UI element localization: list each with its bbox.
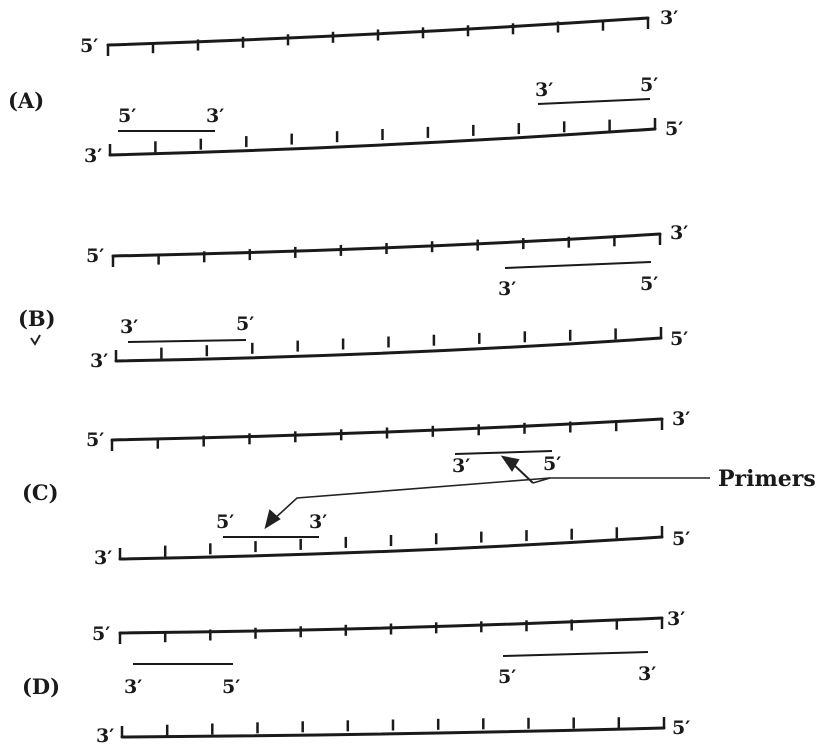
option-b-primer-2: 3′ 5′ (120, 313, 254, 343)
option-a-top-5-end: 5′ (80, 35, 98, 57)
primer-line (504, 261, 652, 269)
option-d-bottom-strand: 3′ 5′ (96, 717, 690, 747)
primer-line (537, 98, 651, 105)
base-ticks (118, 618, 664, 644)
option-b-bottom-5-end: 5′ (670, 328, 688, 350)
option-c-top-5-end: 5′ (86, 429, 104, 451)
base-ticks (118, 526, 664, 559)
base-ticks (110, 419, 664, 451)
primer-left-end: 5′ (216, 511, 234, 533)
primer-left-end: 3′ (535, 79, 553, 101)
base-ticks (114, 327, 663, 361)
primer-left-end: 5′ (118, 105, 136, 127)
option-b-label: (B) (18, 306, 56, 331)
option-d-label: (D) (22, 674, 60, 699)
option-b: (B) 5′ 3′ 3′ 5′ 3′ 5′ 3′ 5′ (18, 222, 688, 372)
option-d-bottom-3-end: 3′ (96, 725, 114, 747)
primer-left-end: 3′ (120, 316, 138, 338)
option-c-primer-2: 5′ 3′ (216, 511, 327, 538)
primer-right-end: 5′ (222, 676, 240, 698)
option-c-label: (C) (22, 480, 59, 505)
option-d-primer-2: 5′ 3′ (498, 651, 656, 688)
option-d-top-5-end: 5′ (92, 623, 110, 645)
primer-line (127, 339, 247, 343)
dna-backbone (111, 232, 662, 258)
option-d: (D) 5′ 3′ 3′ 5′ 5′ 3′ 3′ 5′ (22, 608, 690, 747)
arrow-up-icon (500, 455, 534, 484)
option-b-bottom-3-end: 3′ (90, 350, 108, 372)
base-ticks (111, 234, 662, 267)
dna-backbone (110, 417, 664, 442)
primer-right-end: 5′ (640, 273, 658, 295)
option-b-bottom-strand: 3′ 5′ (90, 327, 688, 372)
dna-backbone (120, 726, 666, 739)
option-a-bottom-5-end: 5′ (665, 118, 683, 140)
dna-backbone (114, 336, 663, 363)
option-a-primer-1: 3′ 5′ (535, 74, 658, 105)
primer-right-end: 5′ (236, 313, 254, 335)
option-b-primer-1: 3′ 5′ (498, 261, 658, 300)
option-a: (A) 5′ 3′ 3′ 5′ 5′ 3′ 3′ 5′ (8, 7, 683, 167)
check-mark-icon (30, 334, 41, 346)
primer-right-end: 3′ (206, 105, 224, 127)
callout-leader-upper (532, 477, 710, 484)
option-d-top-3-end: 3′ (667, 608, 685, 630)
callout-leader-lower (271, 477, 551, 522)
primer-line (502, 651, 649, 657)
base-ticks (106, 18, 650, 56)
option-a-primer-2: 5′ 3′ (118, 105, 224, 132)
option-c-primer-1: 3′ 5′ (452, 450, 561, 477)
primer-right-end: 5′ (543, 453, 561, 475)
option-a-label: (A) (8, 88, 44, 113)
arrow-down-icon (264, 509, 281, 530)
option-b-top-5-end: 5′ (86, 245, 104, 267)
dna-backbone (108, 127, 657, 157)
option-b-top-3-end: 3′ (670, 222, 688, 244)
primers-callout-label: Primers (718, 466, 816, 492)
option-c-bottom-strand: 3′ 5′ (94, 526, 690, 569)
primers-callout: Primers (264, 455, 816, 530)
option-d-top-strand: 5′ 3′ (92, 608, 685, 645)
dna-backbone (118, 535, 664, 561)
primer-right-end: 3′ (638, 663, 656, 685)
option-a-top-strand: 5′ 3′ (80, 7, 678, 57)
primer-left-end: 3′ (452, 455, 470, 477)
primer-left-end: 3′ (124, 676, 142, 698)
primer-line (454, 450, 553, 455)
option-c: (C) 5′ 3′ 3′ 5′ 5′ 3′ 3′ 5′ (22, 408, 816, 569)
option-d-primer-1: 3′ 5′ (124, 663, 240, 698)
option-c-top-strand: 5′ 3′ (86, 408, 690, 451)
option-a-bottom-strand: 3′ 5′ (84, 118, 683, 167)
option-a-top-3-end: 3′ (660, 7, 678, 29)
option-b-top-strand: 5′ 3′ (86, 222, 688, 267)
dna-backbone (118, 616, 664, 635)
primer-left-end: 5′ (498, 666, 516, 688)
option-a-bottom-3-end: 3′ (84, 145, 102, 167)
option-c-bottom-5-end: 5′ (672, 528, 690, 550)
primer-right-end: 5′ (640, 74, 658, 96)
base-ticks (120, 717, 666, 737)
base-ticks (108, 118, 657, 155)
option-c-top-3-end: 3′ (672, 408, 690, 430)
primer-right-end: 3′ (309, 511, 327, 533)
primer-left-end: 3′ (498, 278, 516, 300)
option-d-bottom-5-end: 5′ (672, 717, 690, 739)
option-c-bottom-3-end: 3′ (94, 547, 112, 569)
